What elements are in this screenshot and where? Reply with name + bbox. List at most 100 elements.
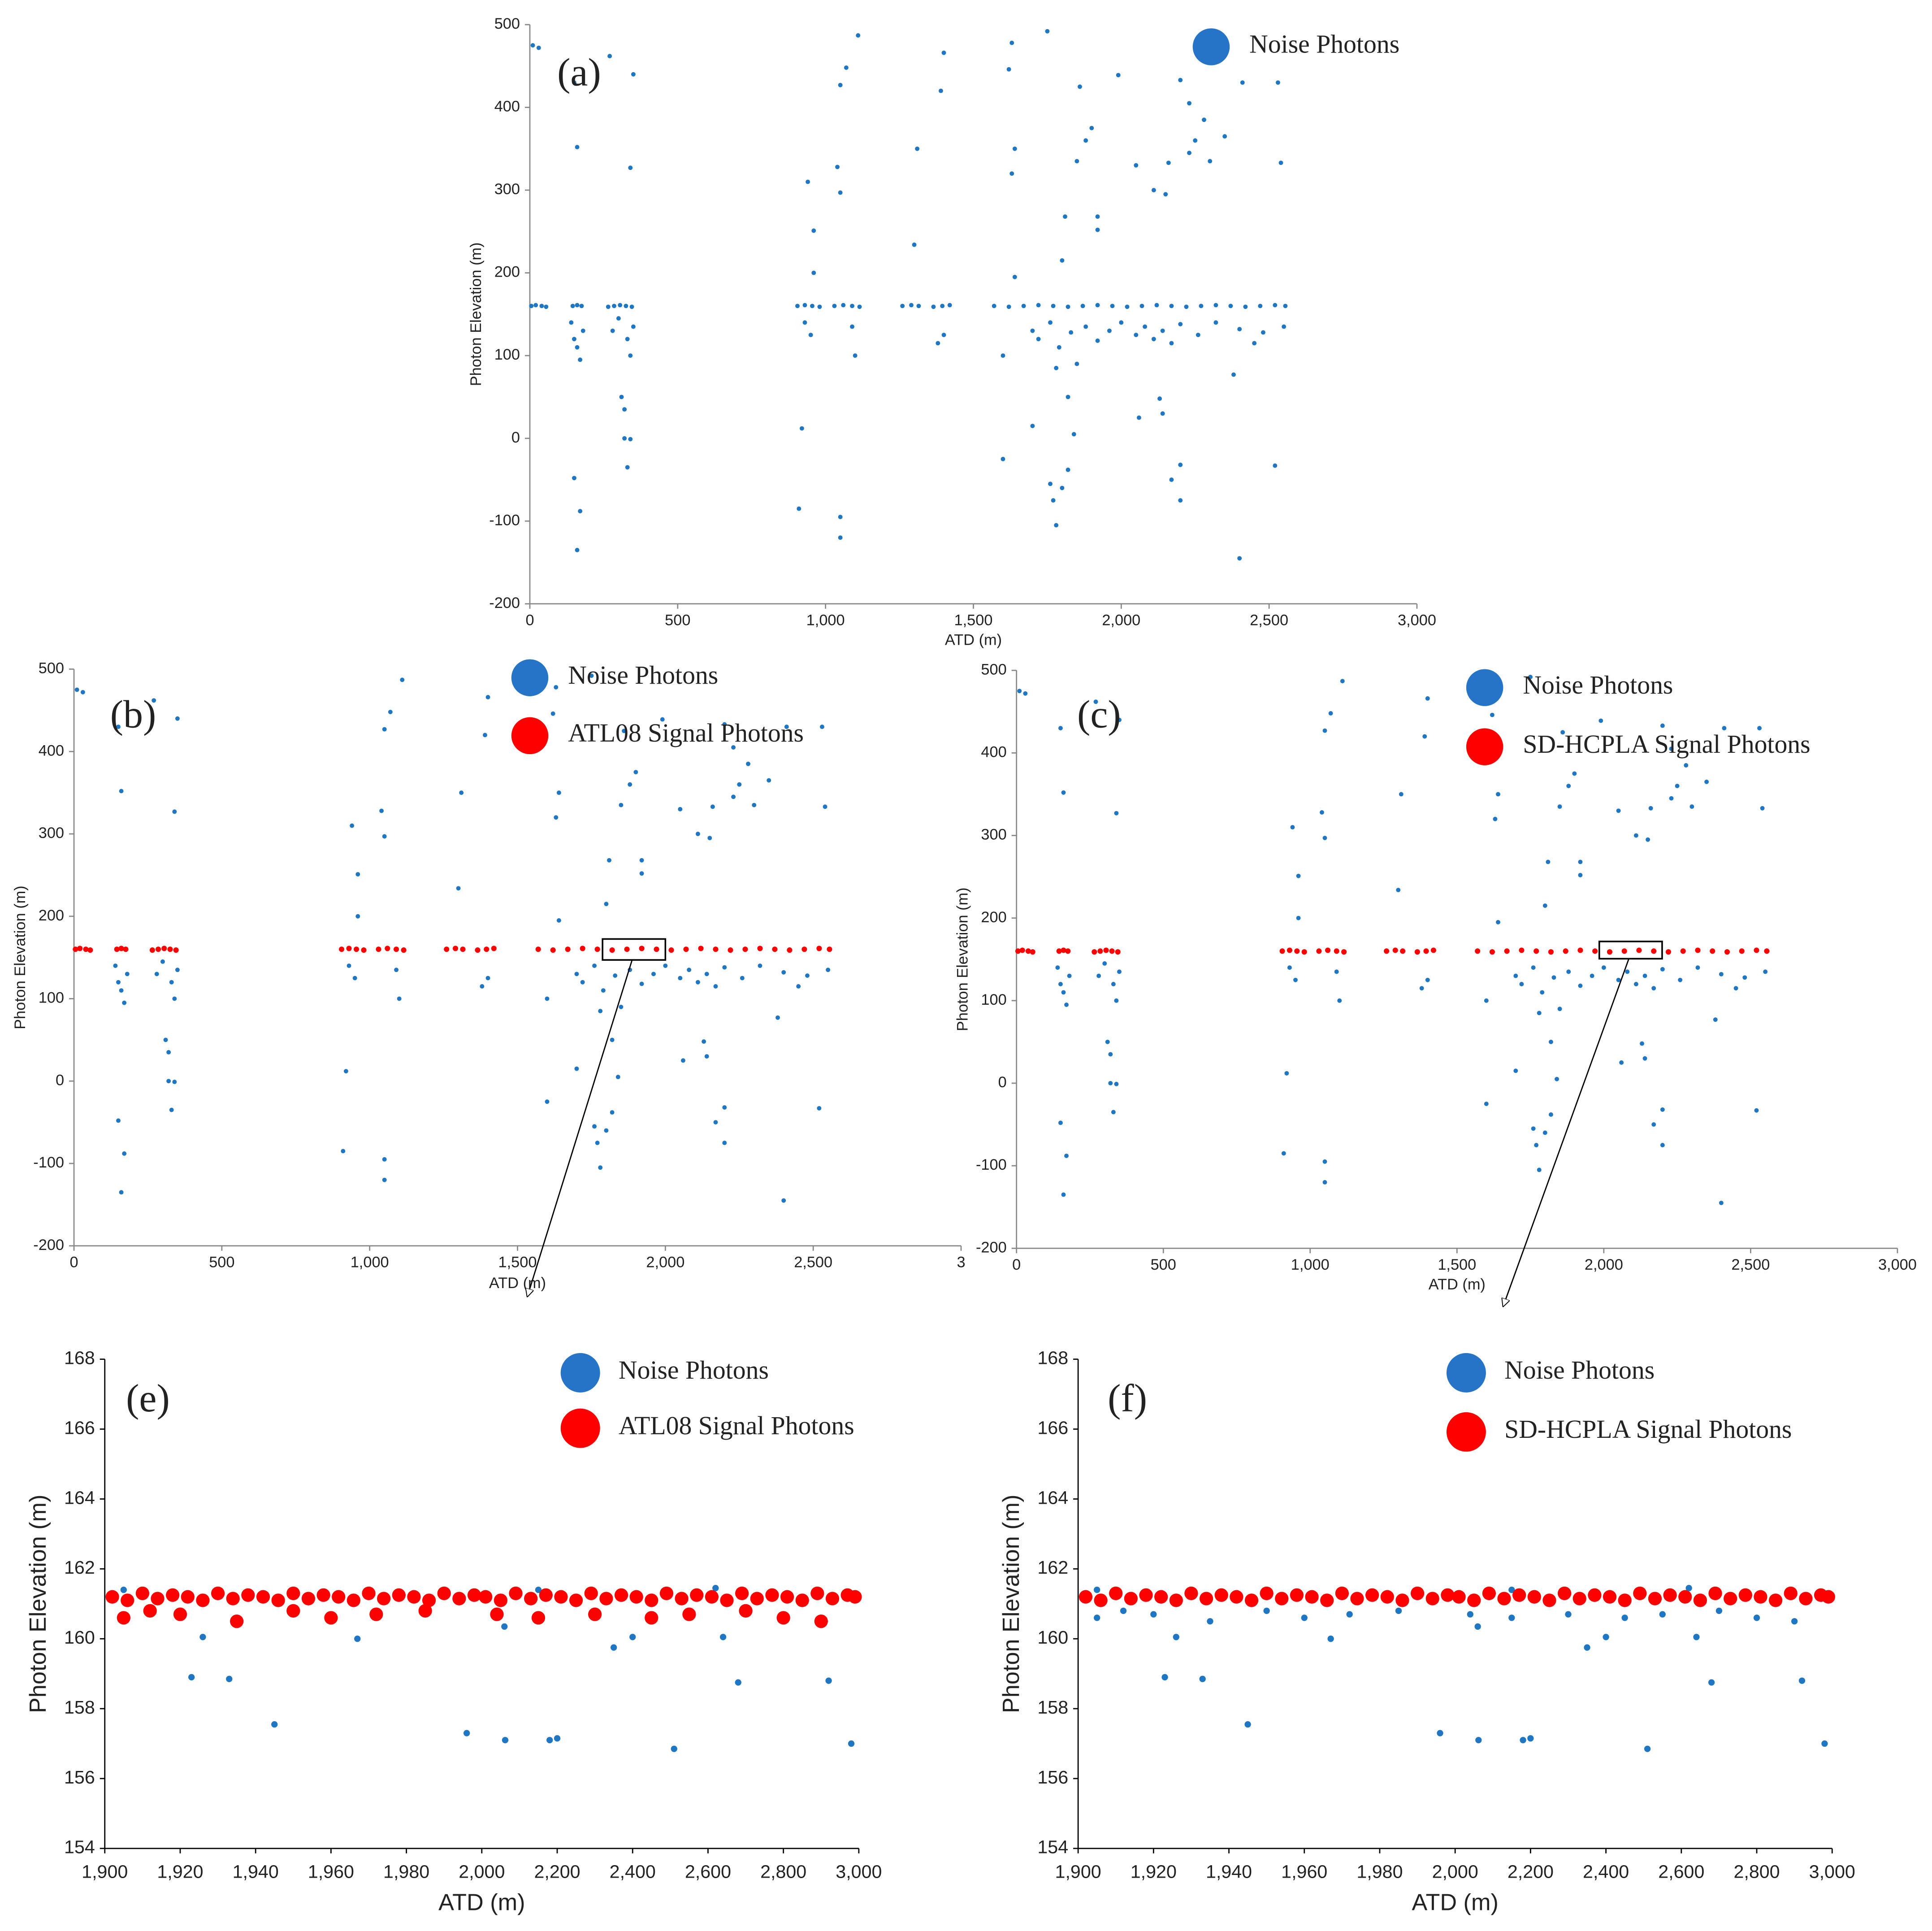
photon-point — [80, 690, 85, 694]
y-tick-label: 0 — [56, 1072, 64, 1089]
photon-point — [1350, 1592, 1364, 1606]
photon-point — [1742, 975, 1747, 980]
photon-point — [550, 947, 556, 953]
photon-point — [1263, 1607, 1270, 1614]
photon-point — [1768, 1593, 1783, 1607]
photon-point — [1166, 161, 1171, 165]
photon-point — [1395, 1593, 1409, 1607]
photon-point — [1633, 1586, 1647, 1600]
photon-point — [1021, 304, 1026, 308]
photon-point — [1017, 689, 1022, 694]
photon-point — [1045, 29, 1050, 34]
photon-point — [1760, 806, 1765, 811]
photon-point — [1560, 730, 1565, 735]
photon-point — [1753, 1614, 1760, 1621]
photon-point — [1508, 1586, 1515, 1593]
photon-point — [916, 304, 921, 308]
photon-point — [1110, 304, 1115, 308]
y-tick-label: 156 — [1037, 1767, 1068, 1788]
photon-point — [579, 304, 584, 308]
photon-point — [1618, 1593, 1632, 1607]
photon-point — [1441, 1588, 1455, 1602]
photon-point — [1642, 973, 1647, 978]
photon-point — [1178, 322, 1183, 326]
photon-point — [1689, 804, 1694, 809]
photon-point — [385, 946, 390, 951]
photon-point — [485, 976, 490, 981]
photon-point — [663, 963, 668, 968]
photon-point — [1484, 1102, 1489, 1106]
photon-point — [1715, 1607, 1723, 1614]
photon-point — [1095, 338, 1100, 343]
photon-point — [816, 946, 822, 951]
photon-point — [1094, 1614, 1100, 1621]
legend-marker — [560, 1408, 600, 1448]
photon-point — [1134, 163, 1139, 168]
series — [529, 29, 1288, 561]
photon-point — [1057, 345, 1061, 350]
x-tick-label: 1,920 — [1131, 1862, 1177, 1882]
photon-point — [369, 1607, 383, 1621]
photon-point — [616, 316, 621, 321]
photon-point — [1139, 1588, 1153, 1602]
photon-point — [1284, 1071, 1289, 1076]
photon-point — [418, 1604, 432, 1618]
photon-point — [784, 725, 789, 729]
photon-point — [838, 515, 843, 519]
y-tick-label: 166 — [64, 1417, 95, 1438]
photon-point — [737, 782, 742, 787]
photon-point — [575, 303, 580, 308]
photon-point — [1058, 1120, 1063, 1125]
photon-point — [1430, 947, 1436, 953]
photon-point — [1395, 1607, 1402, 1614]
x-tick-label: 0 — [525, 612, 534, 629]
photon-point — [629, 304, 634, 309]
photon-point — [610, 1037, 615, 1042]
photon-point — [817, 1106, 822, 1111]
photon-point — [175, 968, 180, 972]
x-tick-label: 1,900 — [82, 1862, 128, 1882]
photon-point — [74, 687, 79, 692]
photon-point — [599, 1592, 613, 1606]
photon-point — [1325, 947, 1331, 953]
photon-point — [181, 1590, 195, 1604]
x-tick-label: 2,000 — [1102, 612, 1140, 629]
photon-point — [271, 1721, 278, 1728]
photon-point — [1713, 1017, 1718, 1022]
photon-point — [739, 1604, 753, 1618]
photon-point — [713, 984, 718, 989]
panel-label: (e) — [126, 1377, 170, 1420]
photon-point — [645, 1611, 658, 1625]
photon-point — [823, 804, 827, 809]
photon-point — [1660, 1143, 1665, 1148]
photon-point — [735, 1679, 741, 1686]
photon-point — [1287, 965, 1292, 970]
photon-point — [628, 353, 633, 358]
photon-point — [938, 88, 943, 93]
photon-point — [1056, 948, 1062, 954]
photon-point — [116, 980, 121, 985]
photon-point — [1592, 948, 1598, 954]
y-tick-label: 300 — [981, 826, 1006, 843]
x-tick-label: 500 — [665, 612, 690, 629]
photon-point — [814, 1614, 828, 1628]
series — [73, 946, 832, 953]
photon-point — [841, 303, 846, 308]
photon-point — [625, 465, 630, 470]
photon-point — [1493, 816, 1498, 821]
photon-point — [1109, 948, 1115, 954]
photon-point — [611, 1644, 617, 1651]
photon-point — [1150, 1611, 1157, 1618]
photon-point — [1107, 328, 1112, 333]
photon-point — [1531, 965, 1536, 970]
photon-point — [172, 996, 177, 1001]
photon-point — [1474, 1623, 1481, 1630]
photon-point — [1094, 1586, 1100, 1593]
photon-point — [622, 436, 627, 441]
y-tick-label: 400 — [39, 742, 64, 759]
x-tick-label: 2,000 — [1432, 1862, 1478, 1882]
photon-point — [1540, 990, 1545, 995]
photon-point — [1169, 341, 1174, 346]
photon-point — [1392, 947, 1398, 953]
photon-point — [1578, 872, 1583, 877]
